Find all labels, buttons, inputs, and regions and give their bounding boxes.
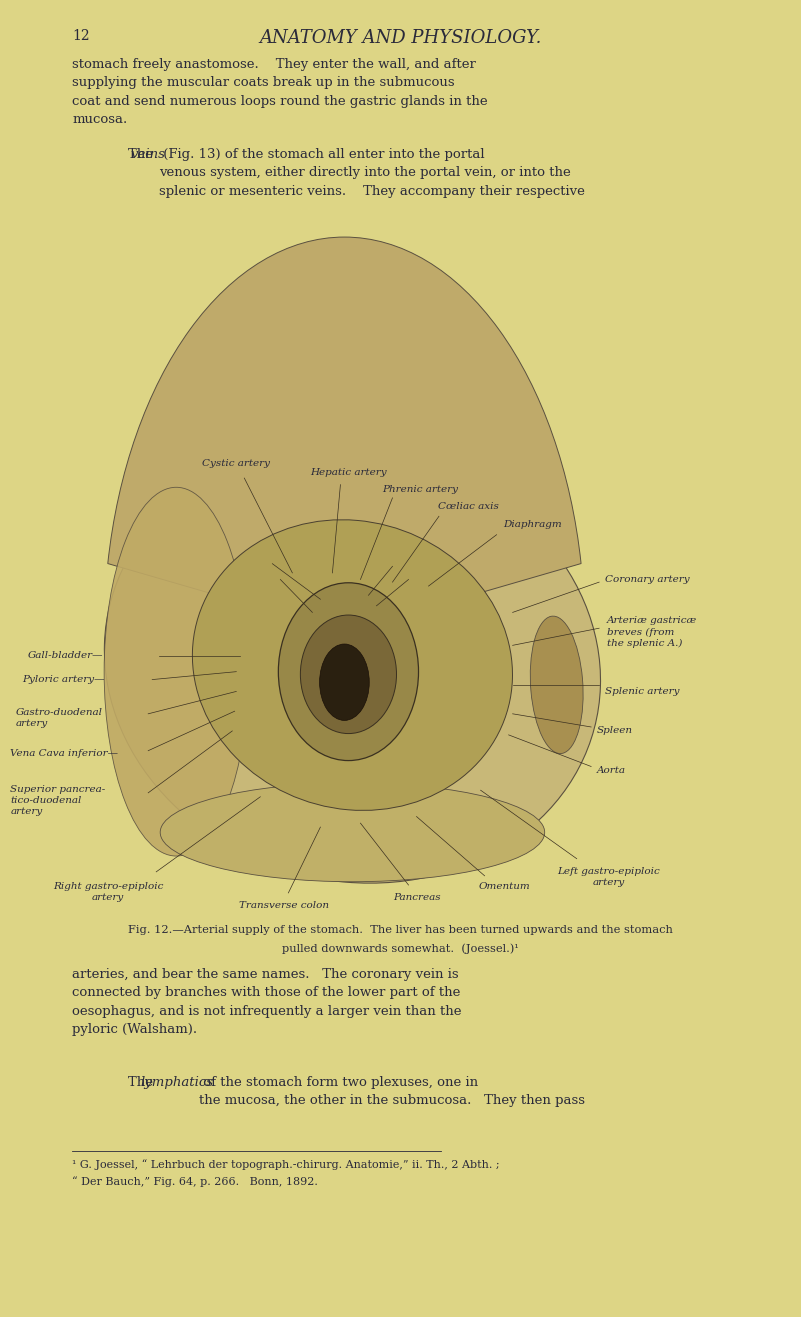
Text: ANATOMY AND PHYSIOLOGY.: ANATOMY AND PHYSIOLOGY. [260, 29, 541, 47]
Text: Left gastro-epiploic
artery: Left gastro-epiploic artery [557, 867, 660, 886]
Text: pulled downwards somewhat.  (Joessel.)¹: pulled downwards somewhat. (Joessel.)¹ [282, 943, 519, 954]
Text: Right gastro-epiploic
artery: Right gastro-epiploic artery [53, 882, 163, 902]
Text: 12: 12 [72, 29, 90, 43]
Text: Gall-bladder—: Gall-bladder— [28, 652, 103, 660]
Ellipse shape [279, 582, 418, 760]
Ellipse shape [320, 644, 369, 720]
Text: (Fig. 13) of the stomach all enter into the portal
venous system, either directl: (Fig. 13) of the stomach all enter into … [159, 148, 585, 198]
Text: Phrenic artery: Phrenic artery [383, 485, 458, 494]
Text: of the stomach form two plexuses, one in
the mucosa, the other in the submucosa.: of the stomach form two plexuses, one in… [199, 1076, 585, 1108]
Ellipse shape [104, 487, 248, 856]
Text: Splenic artery: Splenic artery [605, 687, 679, 695]
Text: Spleen: Spleen [597, 727, 633, 735]
Text: arteries, and bear the same names.   The coronary vein is
connected by branches : arteries, and bear the same names. The c… [72, 968, 461, 1036]
Text: The: The [111, 1076, 157, 1089]
Text: “ Der Bauch,” Fig. 64, p. 266.   Bonn, 1892.: “ Der Bauch,” Fig. 64, p. 266. Bonn, 189… [72, 1176, 318, 1187]
Ellipse shape [192, 520, 513, 810]
Text: Pyloric artery—: Pyloric artery— [22, 676, 105, 684]
Text: Omentum: Omentum [479, 882, 530, 892]
Text: Vena Cava inferior—: Vena Cava inferior— [10, 749, 119, 757]
Text: Hepatic artery: Hepatic artery [310, 468, 387, 477]
Ellipse shape [104, 446, 601, 884]
Wedge shape [108, 237, 581, 632]
Ellipse shape [160, 782, 545, 882]
Text: stomach freely anastomose.    They enter the wall, and after
supplying the muscu: stomach freely anastomose. They enter th… [72, 58, 488, 126]
Text: The: The [111, 148, 157, 161]
Ellipse shape [530, 616, 583, 753]
Text: Fig. 12.—Arterial supply of the stomach.  The liver has been turned upwards and : Fig. 12.—Arterial supply of the stomach.… [128, 925, 673, 935]
Text: Cœliac axis: Cœliac axis [438, 502, 499, 511]
Text: Superior pancrea-
tico-duodenal
artery: Superior pancrea- tico-duodenal artery [10, 785, 106, 817]
Text: veins: veins [131, 148, 166, 161]
Text: Transverse colon: Transverse colon [239, 901, 329, 910]
Ellipse shape [300, 615, 396, 734]
Text: Cystic artery: Cystic artery [203, 458, 270, 468]
Text: lymphatics: lymphatics [140, 1076, 213, 1089]
Text: ¹ G. Joessel, “ Lehrbuch der topograph.-chirurg. Anatomie,” ii. Th., 2 Abth. ;: ¹ G. Joessel, “ Lehrbuch der topograph.-… [72, 1159, 500, 1169]
Text: Aorta: Aorta [597, 766, 626, 774]
Text: Arteriæ gastricæ
breves (from
the splenic A.): Arteriæ gastricæ breves (from the spleni… [607, 616, 698, 648]
Text: Diaphragm: Diaphragm [503, 520, 562, 529]
Text: Gastro-duodenal
artery: Gastro-duodenal artery [16, 707, 103, 728]
Text: Pancreas: Pancreas [392, 893, 441, 902]
Text: Coronary artery: Coronary artery [605, 576, 690, 583]
